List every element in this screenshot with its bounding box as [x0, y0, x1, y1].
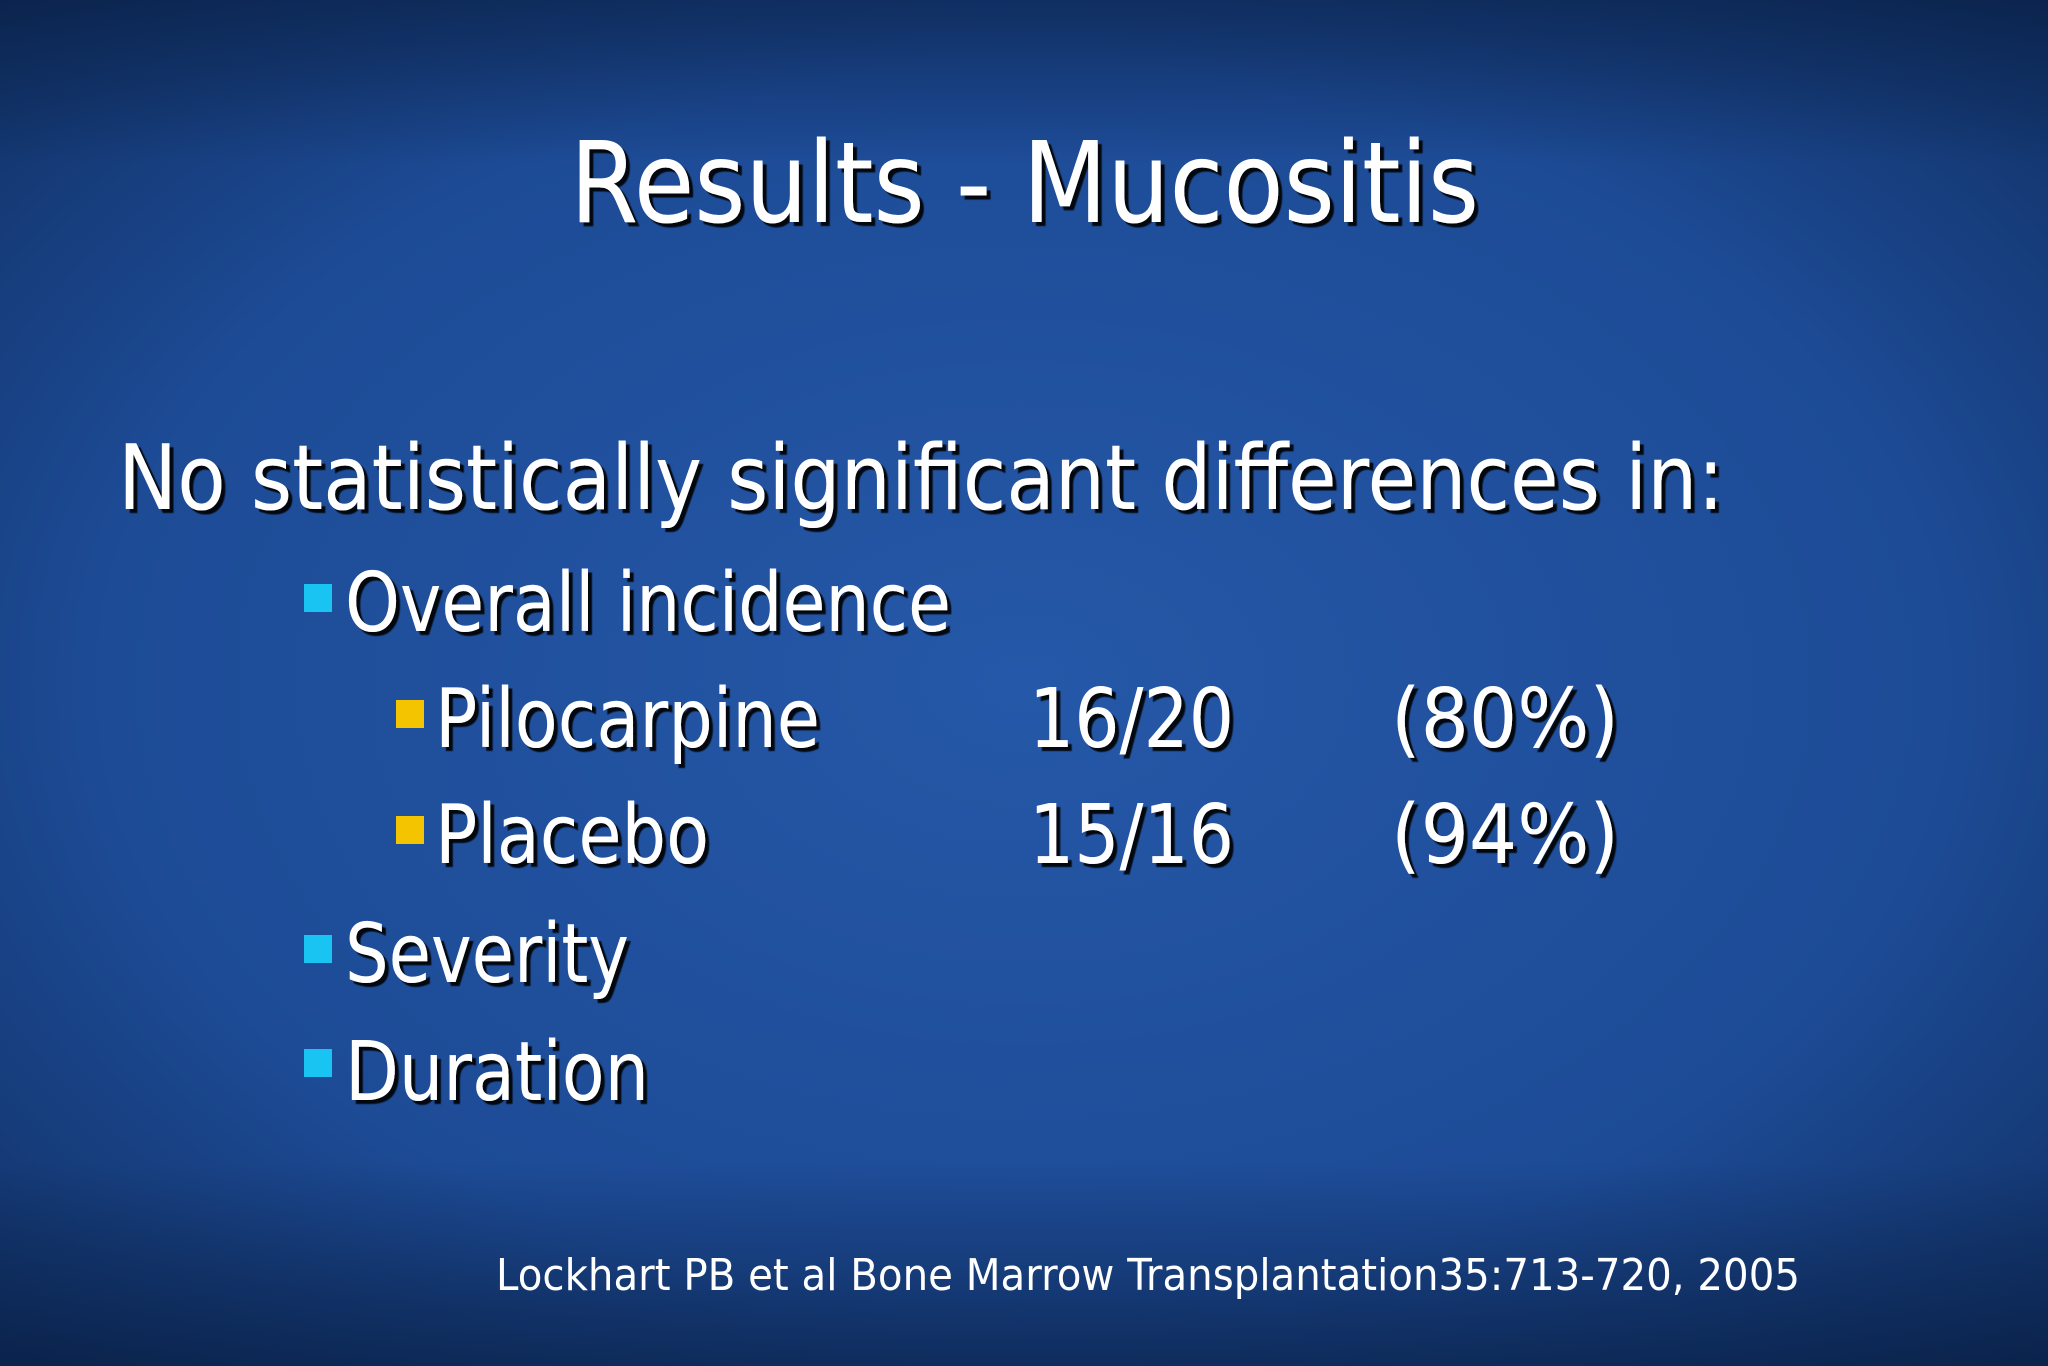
bullet [304, 1049, 332, 1077]
slide-title: Results - Mucositis [570, 119, 1479, 249]
sub-count: 15/16 [1029, 788, 1234, 883]
bullet [304, 584, 332, 612]
sub-percent: (94%) [1391, 788, 1619, 883]
sub-percent: (80%) [1391, 672, 1619, 767]
sub-label: Placebo [435, 788, 709, 883]
citation: Lockhart PB et al Bone Marrow Transplant… [496, 1250, 1800, 1301]
sub-count: 16/20 [1029, 672, 1234, 767]
item-text: Overall incidence [345, 556, 951, 651]
item-text: Duration [345, 1025, 649, 1120]
heading: No statistically significant differences… [118, 426, 1724, 531]
sub-label: Pilocarpine [435, 672, 820, 767]
item-text: Severity [345, 907, 629, 1002]
sub-bullet [396, 700, 424, 728]
bullet [304, 935, 332, 963]
sub-bullet [396, 816, 424, 844]
